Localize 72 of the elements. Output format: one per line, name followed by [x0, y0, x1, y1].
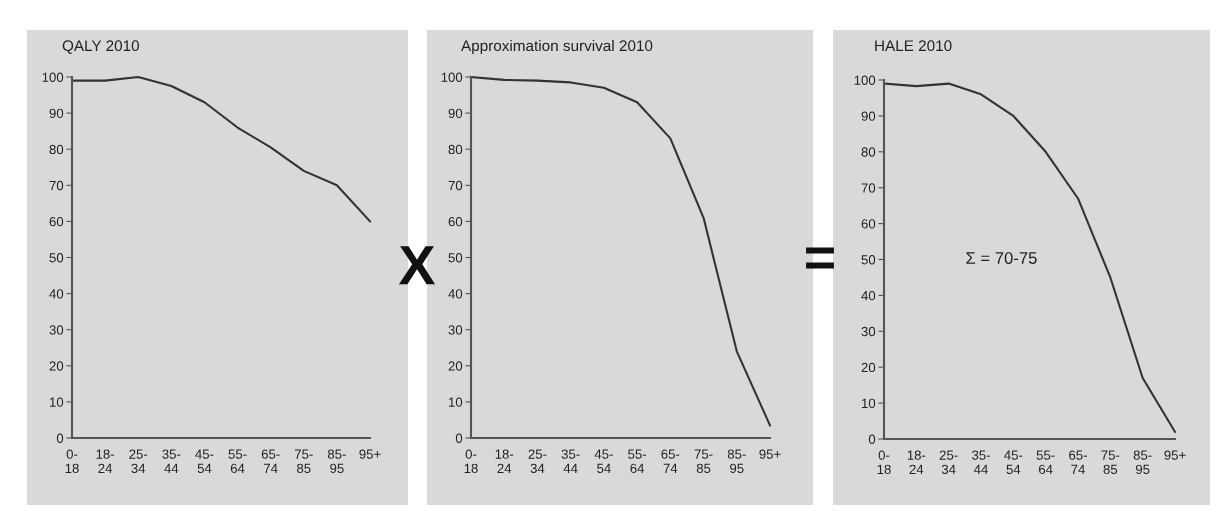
line-series [469, 75, 772, 427]
x-tick-label: 0- 18 [877, 450, 891, 475]
x-tick-label: 0- 18 [65, 449, 79, 474]
y-tick-label: 30 [49, 325, 64, 335]
x-tick-label: 65- 74 [661, 449, 680, 473]
y-tick-label: 40 [448, 289, 463, 299]
x-tick-label: 45- 54 [594, 449, 613, 474]
chart-title: HALE 2010 [875, 40, 952, 52]
y-tick-label: 90 [448, 108, 463, 119]
x-tick-label: 65- 74 [1069, 450, 1087, 474]
x-tick-label: 25- 34 [939, 450, 958, 475]
y-tick-label: 20 [448, 361, 463, 371]
y-tick-label: 80 [49, 144, 64, 155]
x-tick-label: 95+ [1164, 450, 1186, 460]
y-tick-label: 70 [49, 180, 64, 191]
y-tick-label: 0 [868, 434, 876, 444]
y-tick-label: 60 [448, 216, 463, 227]
x-tick-label: 18- 24 [495, 449, 514, 473]
x-tick-label: 35- 44 [971, 450, 990, 474]
x-tick-label: 75- 85 [694, 449, 713, 474]
x-tick-label: 45- 54 [1004, 450, 1023, 475]
x-tick-label: 18- 24 [907, 450, 926, 474]
x-tick-label: 95+ [759, 449, 781, 459]
line-series [882, 82, 1177, 433]
y-tick-label: 10 [862, 398, 876, 409]
line-series [70, 75, 372, 223]
y-tick-label: 60 [861, 219, 876, 229]
y-tick-label: 90 [861, 111, 876, 121]
y-tick-label: 90 [49, 108, 64, 119]
y-tick-label: 100 [441, 72, 463, 82]
y-tick-label: 0 [56, 433, 64, 443]
x-tick-label: 55- 64 [1036, 450, 1055, 475]
x-tick-label: 35- 44 [561, 449, 580, 473]
y-tick-label: 30 [448, 325, 463, 335]
y-tick-label: 100 [854, 75, 876, 85]
text: = [806, 247, 834, 269]
y-tick-label: 70 [448, 180, 463, 191]
x-tick-label: 25- 34 [528, 449, 547, 474]
y-tick-label: 20 [861, 362, 876, 373]
x-tick-label: 55- 64 [628, 449, 647, 474]
y-tick-label: 50 [861, 255, 876, 265]
y-tick-label: 60 [49, 216, 64, 227]
y-tick-label: 80 [861, 147, 876, 157]
x-tick-label: 35- 44 [162, 449, 181, 473]
y-tick-label: 40 [49, 289, 64, 299]
x-tick-label: 75- 85 [1101, 450, 1120, 475]
x-tick-label: 45- 54 [195, 449, 214, 474]
y-tick-label: 100 [42, 72, 64, 82]
x-tick-label: 25- 34 [129, 449, 148, 474]
y-tick-label: 10 [449, 397, 463, 407]
y-tick-label: 80 [448, 144, 463, 155]
x-tick-label: 85- 95 [327, 449, 346, 474]
y-tick-label: 50 [448, 253, 463, 263]
x-tick-label: 0- 18 [464, 449, 478, 474]
y-tick-label: 40 [861, 290, 876, 301]
x-tick-label: 65- 74 [261, 449, 280, 473]
chart-title: Approximation survival 2010 [461, 39, 653, 55]
y-tick-label: 10 [50, 397, 64, 407]
x-tick-label: 95+ [359, 449, 381, 459]
chart-title: QALY 2010 [62, 40, 139, 54]
x-tick-label: 18- 24 [96, 449, 115, 473]
y-tick-label: 0 [455, 433, 463, 443]
text: X [398, 246, 436, 285]
y-tick-label: 70 [861, 183, 876, 193]
annotation: Σ = 70-75 [966, 252, 1037, 264]
x-tick-label: 55- 64 [228, 449, 247, 474]
x-tick-label: 75- 85 [294, 449, 313, 474]
y-tick-label: 30 [861, 326, 876, 337]
y-tick-label: 50 [49, 253, 64, 263]
y-tick-label: 20 [49, 361, 64, 371]
x-tick-label: 85- 95 [1133, 450, 1152, 475]
x-tick-label: 85- 95 [727, 449, 746, 474]
